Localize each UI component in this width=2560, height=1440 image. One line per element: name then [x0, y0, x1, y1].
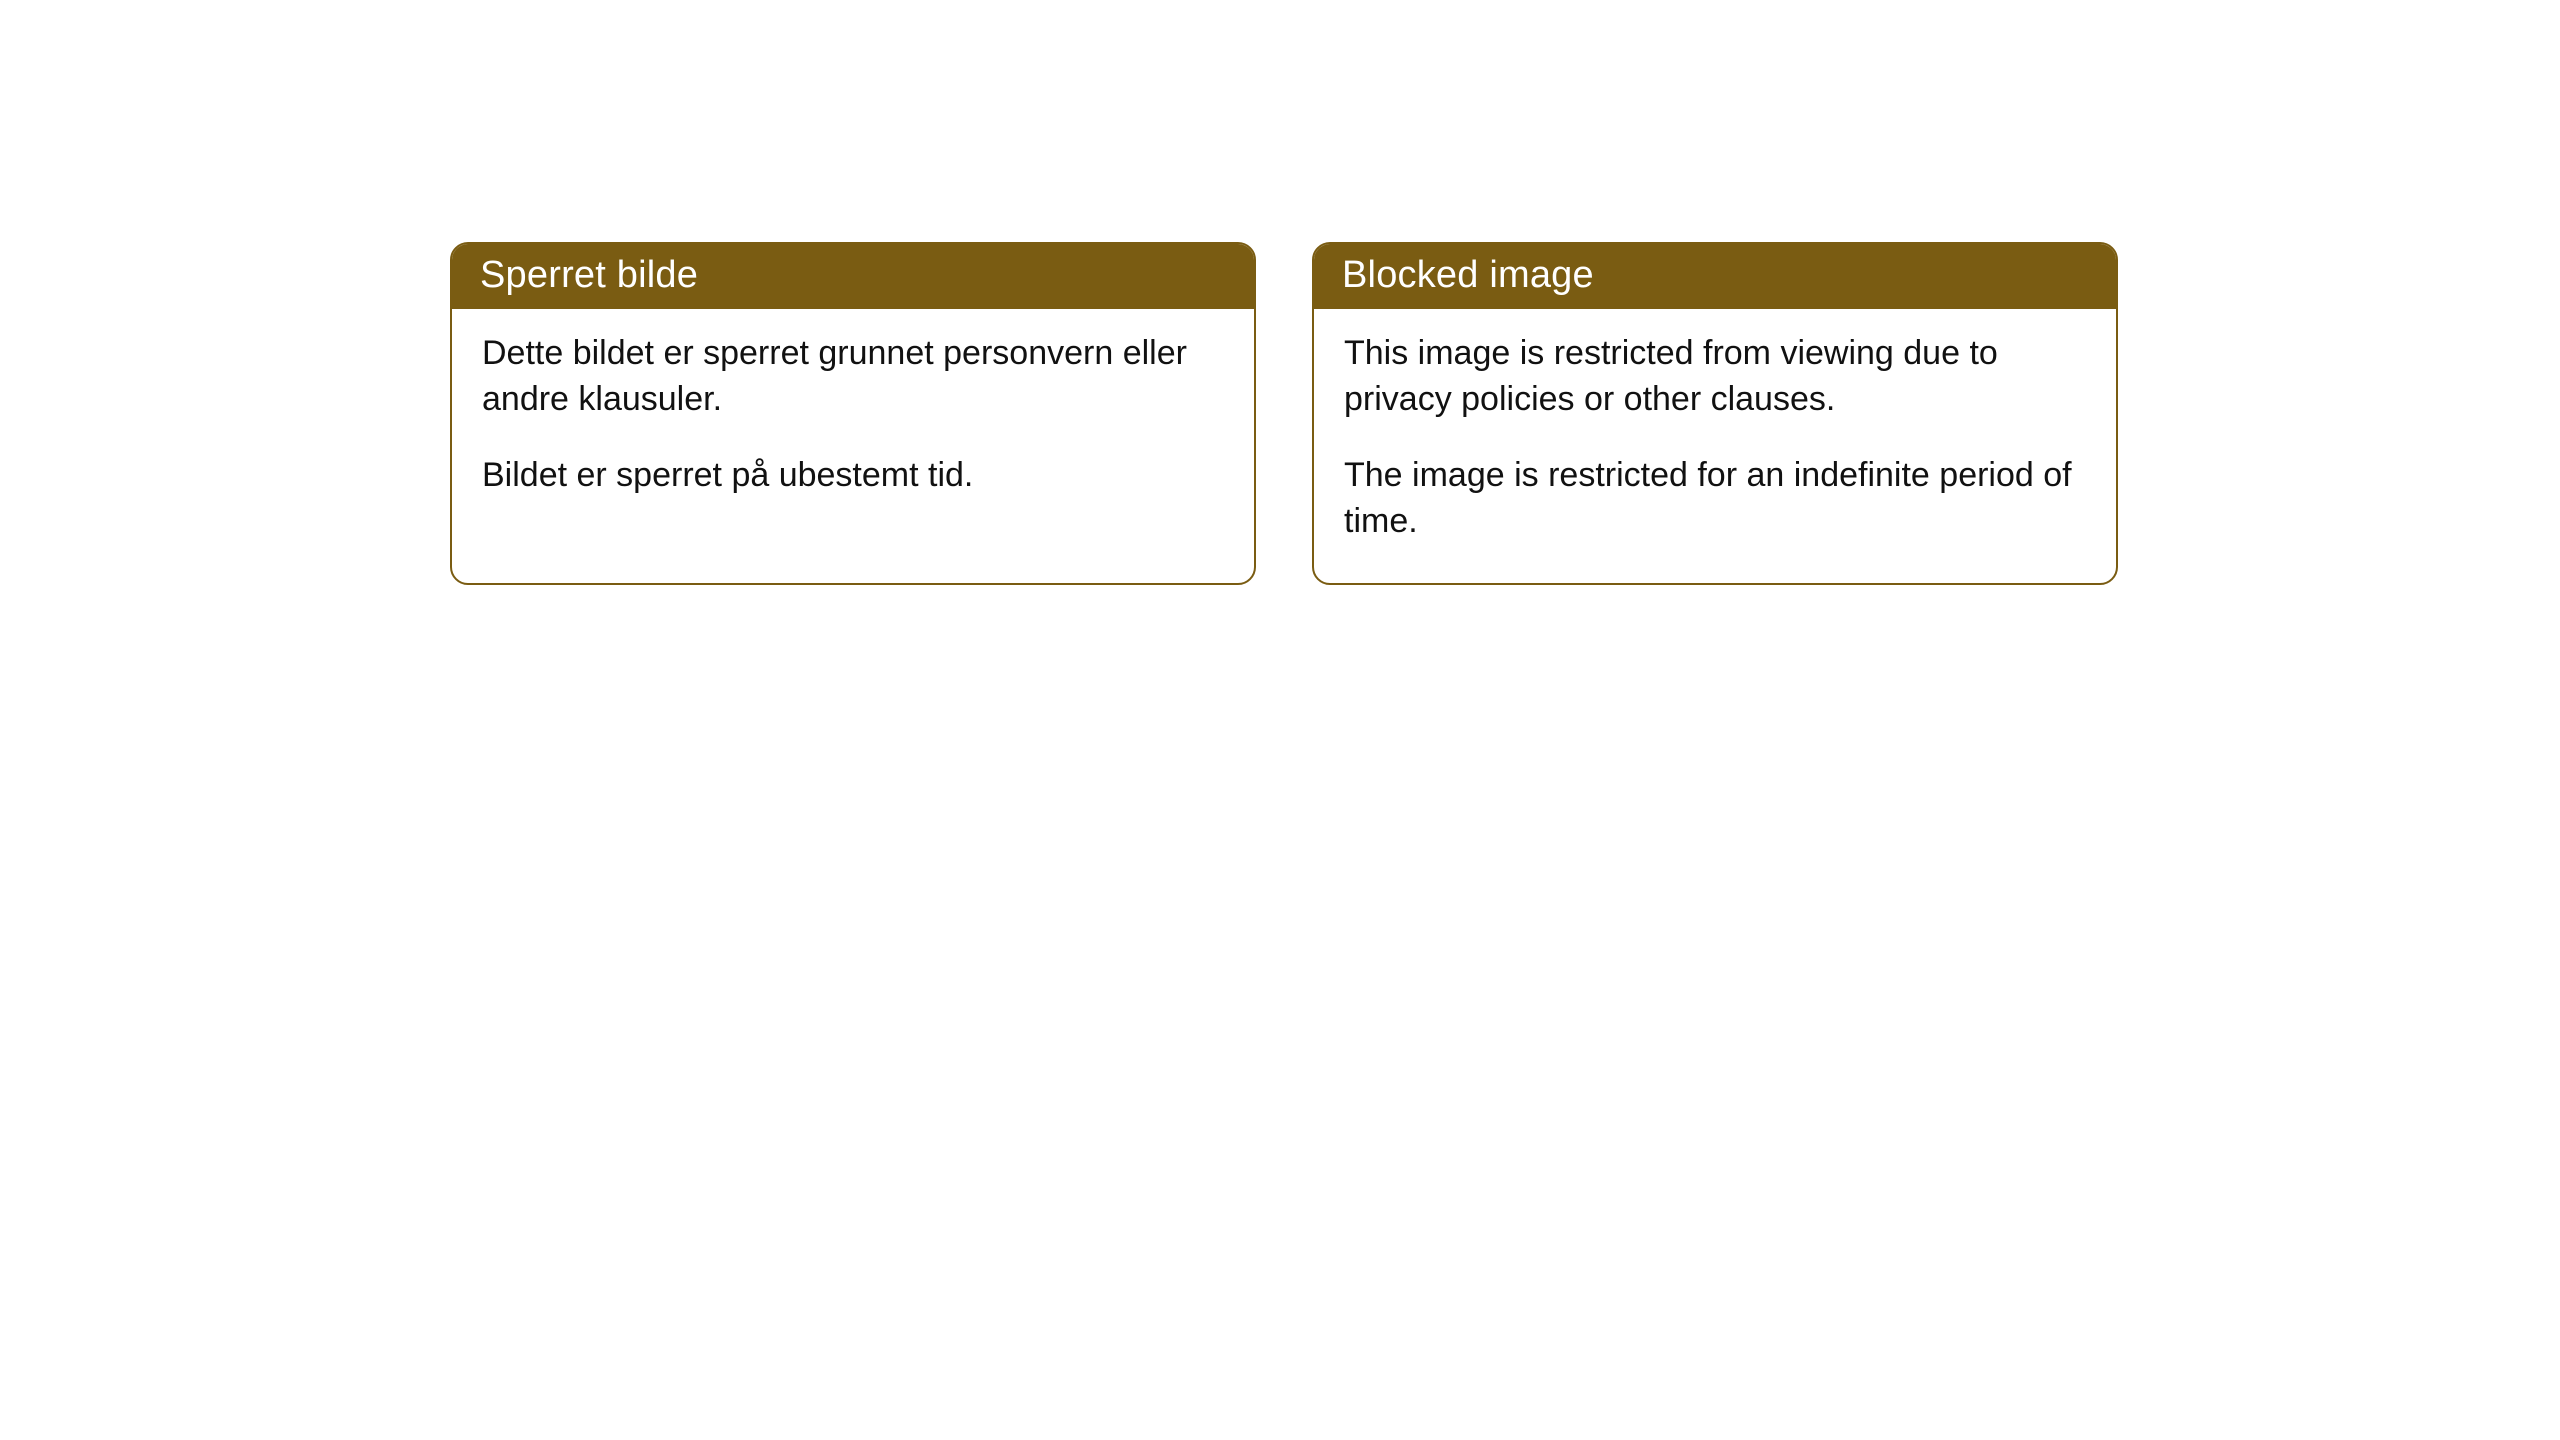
card-para2-english: The image is restricted for an indefinit… [1344, 453, 2086, 545]
card-title-norwegian: Sperret bilde [452, 244, 1254, 309]
card-body-english: This image is restricted from viewing du… [1314, 309, 2116, 583]
card-para1-english: This image is restricted from viewing du… [1344, 331, 2086, 423]
card-body-norwegian: Dette bildet er sperret grunnet personve… [452, 309, 1254, 537]
blocked-image-card-english: Blocked image This image is restricted f… [1312, 242, 2118, 585]
notice-cards-container: Sperret bilde Dette bildet er sperret gr… [450, 242, 2118, 585]
card-para2-norwegian: Bildet er sperret på ubestemt tid. [482, 453, 1224, 499]
card-para1-norwegian: Dette bildet er sperret grunnet personve… [482, 331, 1224, 423]
card-title-english: Blocked image [1314, 244, 2116, 309]
blocked-image-card-norwegian: Sperret bilde Dette bildet er sperret gr… [450, 242, 1256, 585]
